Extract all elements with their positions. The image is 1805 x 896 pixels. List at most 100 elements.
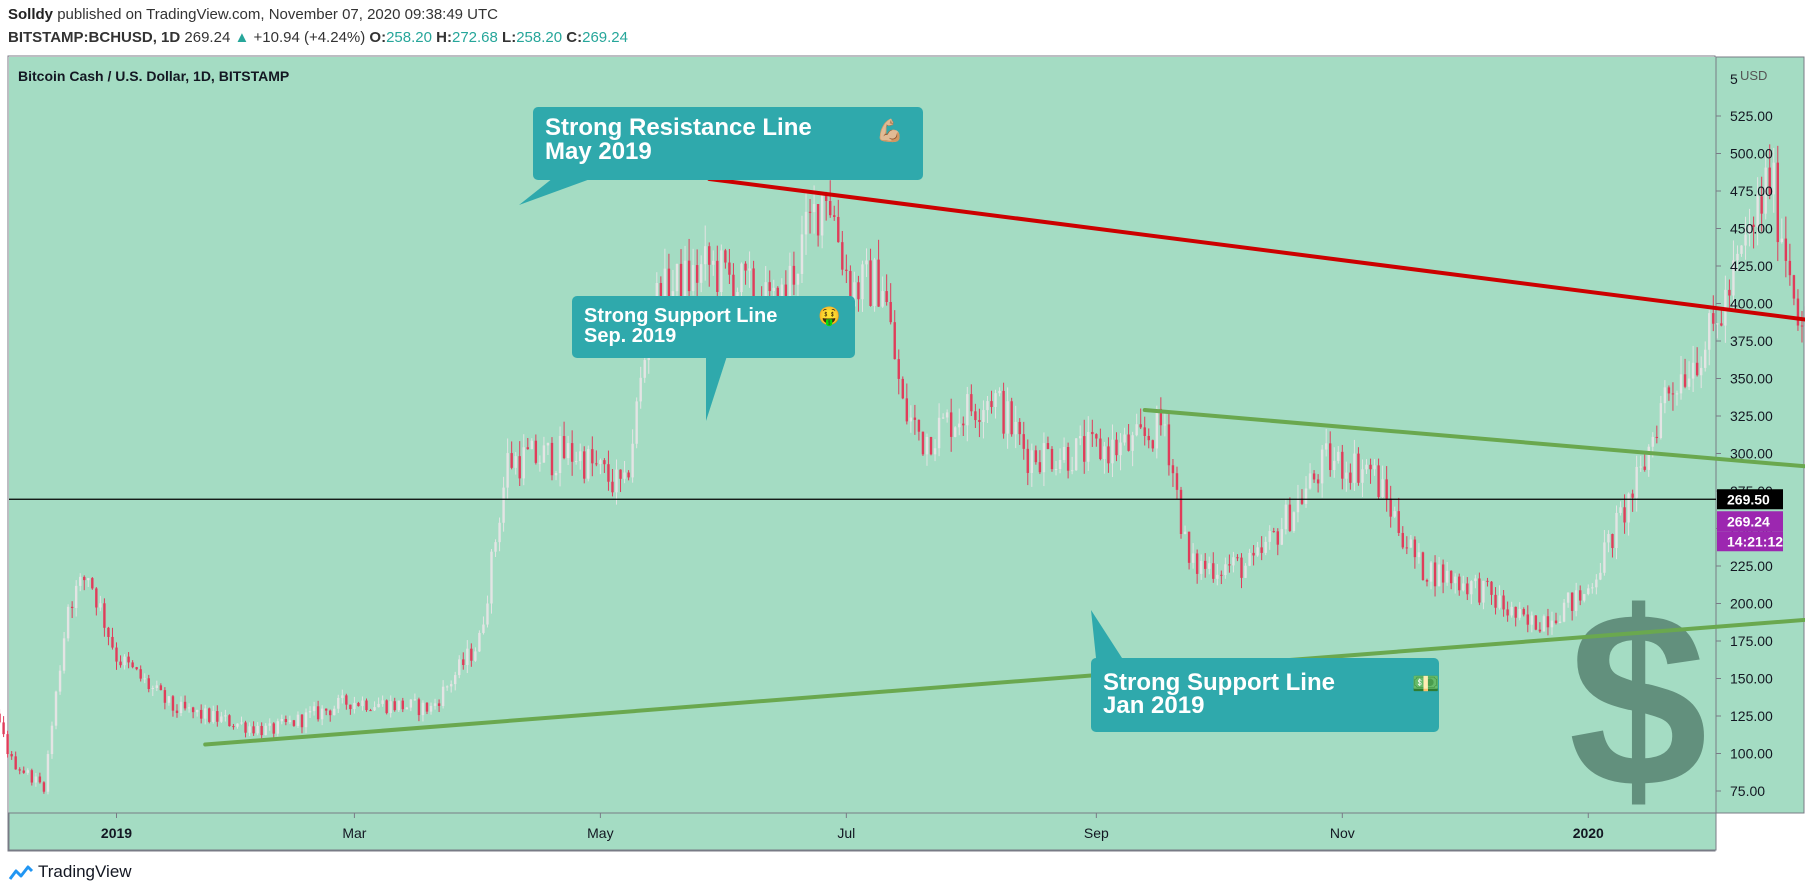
candle-body xyxy=(752,268,755,305)
candle-body xyxy=(135,667,138,670)
candle-body xyxy=(1687,378,1691,387)
candle-body xyxy=(804,211,808,235)
candle-body xyxy=(449,684,453,687)
candle-body xyxy=(365,700,368,711)
candle-body xyxy=(1381,479,1384,497)
candle-body xyxy=(1365,464,1368,470)
candle-body xyxy=(30,770,34,783)
candle-body xyxy=(1720,323,1723,326)
candle-body xyxy=(1159,408,1163,426)
candle-body xyxy=(897,359,900,379)
candle-body xyxy=(1740,245,1743,254)
candle-body xyxy=(1095,434,1098,439)
price-axis-panel[interactable] xyxy=(1715,56,1805,814)
y-tick-label: 100.00 xyxy=(1730,746,1773,762)
candle-body xyxy=(58,670,62,692)
candle-body xyxy=(1792,275,1796,299)
candle-body xyxy=(127,656,130,663)
candle-body xyxy=(276,721,279,734)
candle-body xyxy=(1199,560,1203,574)
candle-body xyxy=(824,194,828,202)
candle-body xyxy=(272,723,275,734)
callout-box[interactable] xyxy=(1091,658,1439,732)
candle-body xyxy=(1599,572,1602,580)
candle-body xyxy=(228,715,231,727)
candle-body xyxy=(1764,167,1767,214)
callout-3[interactable]: Strong Support Line 💵 Jan 2019 xyxy=(1091,610,1439,732)
callout-emoji-icon: 💪🏼 xyxy=(876,118,903,143)
candle-body xyxy=(1397,511,1400,533)
candle-body xyxy=(405,707,409,710)
candle-body xyxy=(155,685,159,689)
candle-body xyxy=(462,659,465,666)
up-arrow-icon: ▲ xyxy=(234,29,250,46)
time-axis-panel[interactable] xyxy=(8,812,1717,851)
candle-body xyxy=(1006,401,1009,434)
low-value: 258.20 xyxy=(516,29,563,46)
candle-body xyxy=(1111,439,1114,464)
candle-body xyxy=(498,522,501,543)
callout-box[interactable] xyxy=(572,296,855,358)
callout-1[interactable]: Strong Resistance Line 💪🏼 May 2019 xyxy=(519,107,923,205)
candle-body xyxy=(1191,553,1195,563)
x-tick-label: 2020 xyxy=(1573,825,1604,841)
candle-body xyxy=(1050,448,1054,470)
candle-body xyxy=(1369,464,1372,470)
trend-line-support-jan[interactable] xyxy=(203,530,1805,747)
candle-body xyxy=(724,250,727,263)
candle-body xyxy=(667,268,671,311)
candle-body xyxy=(732,274,735,305)
author-name[interactable]: Solldy xyxy=(8,6,54,23)
candle-body xyxy=(220,716,223,722)
candle-body xyxy=(1574,590,1578,611)
callout-box[interactable] xyxy=(533,107,923,180)
candle-body xyxy=(1784,238,1788,261)
candle-body xyxy=(1103,446,1106,460)
candle-body xyxy=(236,723,239,727)
price-chart[interactable]: $ Strong Resistance Line 💪🏼May 2019Strong… xyxy=(0,0,1805,860)
candle-body xyxy=(1800,325,1804,327)
candle-body xyxy=(1522,609,1525,615)
currency-label[interactable]: USD xyxy=(1740,68,1767,83)
candle-body xyxy=(361,700,364,707)
candle-body xyxy=(841,242,844,270)
candle-body xyxy=(1296,498,1300,513)
candle-body xyxy=(720,250,723,293)
candle-body xyxy=(1534,615,1538,630)
symbol-name: BITSTAMP:BCHUSD, 1D xyxy=(8,29,181,46)
candle-body xyxy=(191,707,195,713)
candle-body xyxy=(530,440,534,450)
trend-line-resistance[interactable] xyxy=(707,177,1805,469)
candle-body xyxy=(1074,438,1078,471)
trend-line-support-sep[interactable] xyxy=(1142,408,1805,563)
candle-body xyxy=(679,263,683,306)
countdown-tag: 14:21:12 xyxy=(1727,533,1783,549)
open-label: O: xyxy=(369,29,387,46)
candle-body xyxy=(308,711,312,713)
candle-body xyxy=(1643,466,1646,470)
candle-body xyxy=(1421,552,1425,580)
candle-body xyxy=(1579,590,1582,601)
candle-body xyxy=(1183,531,1187,534)
candle-body xyxy=(1034,450,1038,463)
tradingview-logo[interactable]: TradingView xyxy=(8,862,132,882)
callout-2[interactable]: Strong Support Line 🤑 Sep. 2019 xyxy=(572,296,855,421)
candle-body xyxy=(627,472,630,478)
candle-body xyxy=(1704,349,1707,368)
candle-body xyxy=(232,726,235,728)
candle-body xyxy=(1276,531,1279,545)
candle-body xyxy=(187,707,191,709)
candle-body xyxy=(1445,570,1449,583)
candle-body xyxy=(1389,498,1392,517)
candle-body xyxy=(518,456,521,479)
candle-body xyxy=(1377,465,1380,497)
candle-body xyxy=(800,234,804,274)
candle-body xyxy=(1671,393,1675,395)
candle-body xyxy=(1373,465,1376,470)
candle-body xyxy=(837,216,840,243)
candle-body xyxy=(1204,560,1207,569)
candle-body xyxy=(22,770,25,773)
candle-body xyxy=(691,265,695,292)
candle-body xyxy=(1538,629,1542,632)
candle-body xyxy=(1212,563,1215,579)
